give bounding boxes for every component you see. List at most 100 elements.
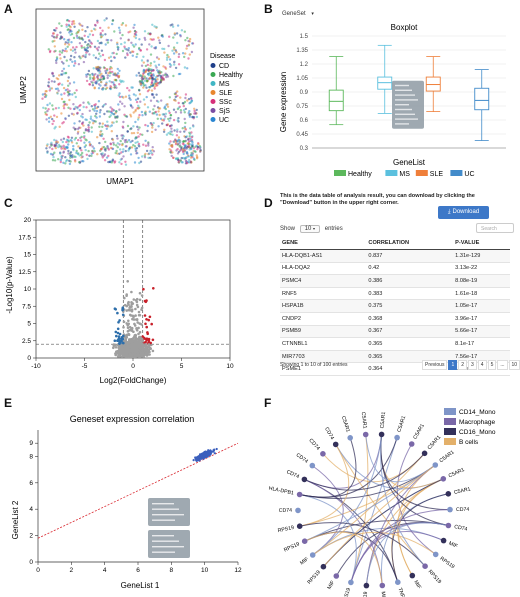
umap-point bbox=[131, 54, 134, 57]
volcano-point bbox=[116, 331, 120, 335]
umap-point bbox=[123, 105, 126, 108]
umap-point bbox=[57, 158, 60, 161]
cell-gene: CTNNBL1 bbox=[280, 337, 367, 351]
volcano-point bbox=[142, 287, 145, 291]
umap-point bbox=[173, 129, 176, 132]
umap-point bbox=[189, 113, 192, 116]
chord-node-label: MIF bbox=[299, 556, 310, 566]
volcano-point bbox=[130, 290, 133, 294]
pager-page[interactable]: 10 bbox=[508, 360, 520, 370]
umap-point bbox=[173, 61, 176, 64]
umap-point bbox=[173, 48, 176, 51]
pager-page[interactable]: 3 bbox=[468, 360, 477, 370]
umap-point bbox=[167, 117, 170, 121]
entries-select[interactable]: 10 ▾ bbox=[299, 225, 321, 233]
umap-point bbox=[128, 89, 131, 92]
column-header-gene[interactable]: GENE bbox=[280, 236, 367, 250]
cell-gene: CNDP2 bbox=[280, 312, 367, 326]
umap-point bbox=[81, 28, 84, 31]
umap-point bbox=[113, 30, 116, 33]
pager-page[interactable]: 5 bbox=[487, 360, 497, 370]
umap-point bbox=[131, 43, 134, 47]
umap-point bbox=[121, 102, 124, 105]
umap-point bbox=[101, 125, 104, 128]
geneset-dropdown[interactable]: GeneSet ▾ bbox=[282, 11, 314, 17]
umap-point bbox=[102, 77, 106, 80]
volcano-point bbox=[126, 280, 129, 283]
umap-point bbox=[81, 116, 84, 119]
umap-point bbox=[113, 56, 117, 59]
umap-point bbox=[130, 132, 134, 135]
umap-point bbox=[190, 97, 193, 100]
umap-point bbox=[146, 63, 149, 67]
umap-point bbox=[155, 82, 158, 85]
umap-point bbox=[60, 112, 63, 115]
cell-pvalue: 8.1e-17 bbox=[453, 337, 510, 351]
pager-page[interactable]: 2 bbox=[458, 360, 468, 370]
search-input[interactable]: Search bbox=[476, 223, 514, 233]
umap-point bbox=[123, 41, 127, 44]
umap-point bbox=[65, 19, 69, 22]
umap-point bbox=[149, 156, 152, 159]
umap-point bbox=[172, 140, 176, 143]
umap-point bbox=[122, 155, 125, 158]
umap-point bbox=[188, 115, 192, 118]
umap-point bbox=[92, 67, 95, 70]
umap-point bbox=[118, 152, 121, 155]
umap-legend-label: SSc bbox=[219, 99, 232, 106]
umap-point bbox=[100, 80, 103, 84]
pager-previous[interactable]: Previous bbox=[422, 360, 448, 370]
pager-page[interactable]: 4 bbox=[477, 360, 487, 370]
umap-point bbox=[95, 109, 99, 113]
panel-label-c: C bbox=[4, 196, 13, 210]
volcano-point bbox=[113, 307, 117, 310]
umap-point bbox=[100, 148, 103, 151]
umap-point bbox=[193, 109, 196, 113]
umap-point bbox=[71, 46, 75, 49]
umap-point bbox=[81, 24, 84, 28]
umap-point bbox=[155, 76, 158, 79]
download-button[interactable]: ⤓ Download bbox=[438, 206, 489, 219]
column-header-correlation[interactable]: CORRELATION bbox=[366, 236, 454, 250]
umap-point bbox=[162, 78, 165, 81]
umap-point bbox=[179, 96, 182, 99]
umap-point bbox=[132, 45, 136, 48]
umap-point bbox=[62, 100, 65, 104]
chord-node-label: RPS19 bbox=[439, 556, 456, 571]
correlation-point bbox=[199, 456, 202, 459]
umap-point bbox=[145, 149, 149, 153]
umap-point bbox=[53, 144, 56, 147]
umap-point bbox=[83, 131, 86, 134]
x-tick-label: 0 bbox=[36, 567, 40, 574]
umap-point bbox=[104, 43, 107, 46]
umap-point bbox=[87, 126, 90, 129]
umap-point bbox=[163, 47, 166, 51]
chord-node-label: MIF bbox=[448, 541, 459, 550]
volcano-point bbox=[129, 314, 133, 317]
chord-node bbox=[421, 450, 428, 457]
umap-point bbox=[115, 86, 118, 90]
umap-point bbox=[151, 23, 154, 26]
umap-point bbox=[158, 74, 161, 77]
umap-point bbox=[84, 55, 87, 59]
umap-point bbox=[107, 154, 110, 158]
volcano-point bbox=[145, 325, 148, 329]
umap-point bbox=[140, 64, 144, 67]
umap-point bbox=[132, 131, 136, 135]
chord-legend: CD14_Mono Macrophage CD16_Mono B cells bbox=[444, 408, 496, 446]
umap-point bbox=[134, 141, 137, 144]
umap-point bbox=[49, 49, 52, 53]
umap-point bbox=[185, 161, 189, 165]
volcano-point bbox=[135, 327, 138, 330]
umap-ylabel: UMAP2 bbox=[19, 76, 28, 104]
column-header-pvalue[interactable]: P-VALUE bbox=[453, 236, 510, 250]
chord-link bbox=[391, 493, 449, 583]
chord-link bbox=[335, 444, 426, 567]
x-tick-label: -10 bbox=[31, 363, 41, 370]
umap-point bbox=[101, 88, 105, 91]
umap-point bbox=[101, 29, 104, 32]
tooltip-line bbox=[152, 514, 184, 516]
umap-point bbox=[76, 111, 79, 115]
pager-page[interactable]: 1 bbox=[448, 360, 458, 370]
volcano-point bbox=[114, 330, 118, 334]
